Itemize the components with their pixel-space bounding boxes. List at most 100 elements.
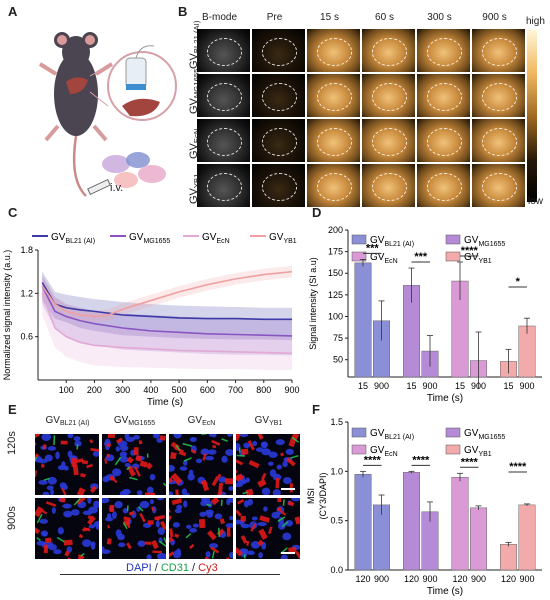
- dapi-nucleus: [181, 488, 188, 495]
- dapi-nucleus: [189, 527, 197, 533]
- cy3-signal: [71, 457, 77, 467]
- legend-label: GVEcN: [370, 252, 398, 265]
- dapi-nucleus: [131, 463, 140, 469]
- tumor-outline: [261, 83, 298, 112]
- dapi-nucleus: [268, 461, 274, 466]
- cy3-signal: [86, 463, 93, 469]
- legend-swatch: [445, 444, 461, 455]
- mouse-illustration: [38, 32, 177, 197]
- dapi-nucleus: [93, 500, 99, 509]
- series-line: [41, 282, 292, 321]
- legend-swatch: [445, 234, 461, 245]
- dapi-nucleus: [47, 476, 57, 485]
- fluorescence-image-grid: [34, 433, 304, 563]
- dapi-nucleus: [221, 455, 228, 463]
- dapi-nucleus: [243, 500, 250, 508]
- tumor-outline: [426, 128, 463, 157]
- cy3-signal: [160, 520, 166, 531]
- cy3-signal: [257, 539, 264, 547]
- legend-label: GVEcN: [370, 445, 398, 458]
- cd31-signal: [36, 536, 41, 542]
- ultrasound-col-header: B-mode: [201, 12, 237, 23]
- ultrasound-frame: [252, 29, 305, 72]
- fluorescence-image: [169, 434, 233, 495]
- dapi-nucleus: [261, 448, 271, 456]
- cd31-signal: [163, 537, 166, 545]
- cy3-signal: [41, 509, 48, 515]
- ultrasound-frame: [362, 119, 415, 162]
- cy3-signal: [240, 448, 249, 455]
- tumor-outline: [316, 173, 353, 202]
- x-tick-label: 900: [519, 574, 534, 584]
- colorbar: [527, 30, 537, 202]
- stain-dapi: DAPI: [126, 562, 152, 574]
- iv-label: i.v.: [110, 182, 124, 194]
- dapi-nucleus: [208, 543, 219, 549]
- cy3-signal: [139, 460, 148, 468]
- y-tick-label: 50: [333, 355, 343, 365]
- fluorescence-image: [236, 498, 300, 559]
- cy3-signal: [258, 528, 268, 540]
- cy3-signal: [154, 514, 166, 521]
- cy3-signal: [236, 509, 242, 517]
- dapi-nucleus: [225, 523, 233, 528]
- dapi-nucleus: [88, 524, 96, 529]
- stain-sep-1: /: [151, 562, 161, 574]
- legend-swatch: [351, 427, 367, 438]
- x-tick-label: 100: [59, 385, 74, 395]
- cy3-signal: [104, 458, 108, 464]
- dapi-nucleus: [105, 517, 114, 522]
- x-axis-label: Time (s): [147, 397, 183, 407]
- dapi-nucleus: [124, 463, 131, 468]
- dapi-nucleus: [156, 552, 166, 559]
- cy3-signal: [288, 437, 297, 448]
- cy3-signal: [211, 439, 221, 446]
- cy3-signal: [106, 538, 112, 545]
- chart-c: GVBL21 (AI) GVMG1655 GVEcN GVYB1 0.6 1.2 1.8 10…: [2, 232, 300, 407]
- scale-bar: [281, 488, 295, 490]
- cy3-signal: [294, 516, 300, 525]
- cy3-signal: [41, 464, 45, 468]
- cy3-signal: [115, 437, 123, 444]
- fluorescence-image: [102, 434, 166, 495]
- ultrasound-frame: [307, 119, 360, 162]
- dapi-nucleus: [246, 550, 255, 556]
- ultrasound-col-header: Pre: [266, 12, 283, 23]
- cy3-signal: [156, 516, 160, 521]
- cd31-signal: [56, 536, 65, 543]
- y-tick-label: 1.5: [330, 417, 343, 427]
- cy3-signal: [279, 510, 287, 516]
- dapi-nucleus: [36, 540, 46, 546]
- significance-mark: ****: [412, 454, 430, 466]
- dapi-nucleus: [57, 527, 64, 535]
- stain-cd31: CD31: [160, 562, 189, 574]
- cy3-signal: [63, 539, 73, 546]
- cd31-signal: [236, 454, 245, 457]
- cy3-signal: [76, 487, 86, 495]
- cd31-signal: [43, 477, 50, 481]
- dapi-nucleus: [42, 532, 48, 537]
- error-band: [42, 278, 292, 370]
- cy3-signal: [295, 551, 300, 559]
- dapi-nucleus: [112, 468, 122, 477]
- dapi-nucleus: [57, 465, 66, 471]
- legend-label: GVMG1655: [464, 235, 505, 248]
- fluorescence-image: [236, 434, 300, 495]
- fluorescence-col-header: GVYB1: [254, 415, 283, 427]
- y-tick-label: 150: [328, 268, 343, 278]
- cd31-signal: [220, 499, 223, 506]
- x-tick-label: 900: [284, 385, 299, 395]
- dapi-nucleus: [156, 498, 165, 501]
- cd31-signal: [211, 551, 215, 559]
- dapi-nucleus: [169, 491, 174, 495]
- dapi-nucleus: [55, 451, 60, 460]
- dapi-nucleus: [92, 450, 99, 457]
- tumor-outline: [371, 83, 408, 112]
- cd31-signal: [36, 513, 43, 524]
- ultrasound-frame: [472, 29, 525, 72]
- dapi-nucleus: [243, 442, 251, 449]
- dapi-nucleus: [39, 518, 49, 524]
- ultrasound-frame: [362, 164, 415, 207]
- cd31-signal: [206, 503, 212, 507]
- row-label-900s: 900s: [6, 506, 18, 530]
